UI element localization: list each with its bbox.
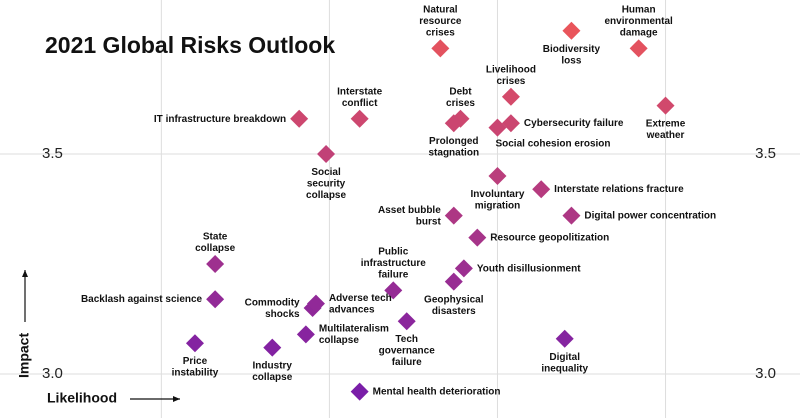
point [555, 329, 574, 348]
point-label: Multilateralism collapse [319, 323, 389, 346]
x-axis-title: Likelihood [47, 390, 117, 406]
point-label: Tech governance failure [379, 334, 436, 368]
point [263, 338, 282, 357]
point-label: Price instability [172, 356, 219, 379]
point-label: Digital inequality [541, 351, 588, 374]
point [296, 325, 315, 344]
point [501, 114, 520, 133]
point-label: Industry collapse [252, 360, 292, 383]
point [468, 228, 487, 247]
point [317, 145, 336, 163]
point-label: Prolonged stagnation [429, 136, 480, 159]
point [532, 180, 551, 199]
y-tick-label: 3.5 [755, 145, 776, 162]
point [206, 290, 225, 309]
point-label: Youth disillusionment [477, 263, 581, 274]
chart-title: 2021 Global Risks Outlook [45, 32, 335, 58]
point-label: Adverse tech advances [329, 292, 392, 315]
point-label: Geophysical disasters [424, 294, 484, 317]
point [306, 294, 325, 313]
point [501, 87, 520, 106]
point-label: Commodity shocks [245, 297, 300, 320]
y-tick-label: 3.0 [42, 365, 63, 382]
point-label: Livelihood crises [486, 64, 536, 87]
point [350, 382, 369, 401]
point [444, 272, 463, 291]
point [488, 167, 507, 185]
point-label: Digital power concentration [584, 210, 716, 221]
point [562, 21, 581, 40]
y-axis-title: Impact [16, 333, 32, 378]
point [562, 206, 581, 225]
y-axis-arrowhead [22, 270, 28, 277]
point-label: Cybersecurity failure [524, 118, 624, 129]
point [290, 109, 309, 128]
point [185, 334, 204, 353]
point-label: State collapse [195, 231, 235, 254]
point-label: Extreme weather [646, 118, 686, 141]
x-axis-arrowhead [173, 396, 180, 402]
point-label: Social security collapse [306, 167, 346, 201]
point [656, 96, 675, 115]
point-label: IT infrastructure breakdown [154, 113, 286, 124]
y-tick-label: 3.5 [42, 145, 63, 162]
point [444, 206, 463, 225]
point-label: Public infrastructure failure [361, 246, 426, 280]
point-label: Interstate conflict [337, 86, 382, 109]
point-label: Natural resource crises [419, 4, 462, 38]
point-label: Resource geopolitization [490, 232, 609, 243]
point [384, 281, 403, 300]
point [629, 39, 648, 58]
point-label: Social cohesion erosion [495, 138, 610, 149]
point [454, 259, 473, 278]
point [488, 118, 507, 137]
point-label: Mental health deterioration [373, 386, 501, 397]
point [431, 39, 450, 58]
point [350, 109, 369, 128]
point-label: Interstate relations fracture [554, 184, 684, 195]
point-label: Asset bubble burst [378, 204, 441, 227]
point-label: Biodiversity loss [543, 43, 601, 66]
point [444, 114, 463, 133]
y-tick-label: 3.0 [755, 365, 776, 382]
point-label: Debt crises [446, 86, 475, 109]
point [206, 255, 225, 273]
point-label: Backlash against science [81, 294, 203, 305]
point-label: Human environmental damage [604, 4, 673, 38]
point [397, 312, 416, 331]
point-label: Involuntary migration [471, 189, 525, 212]
